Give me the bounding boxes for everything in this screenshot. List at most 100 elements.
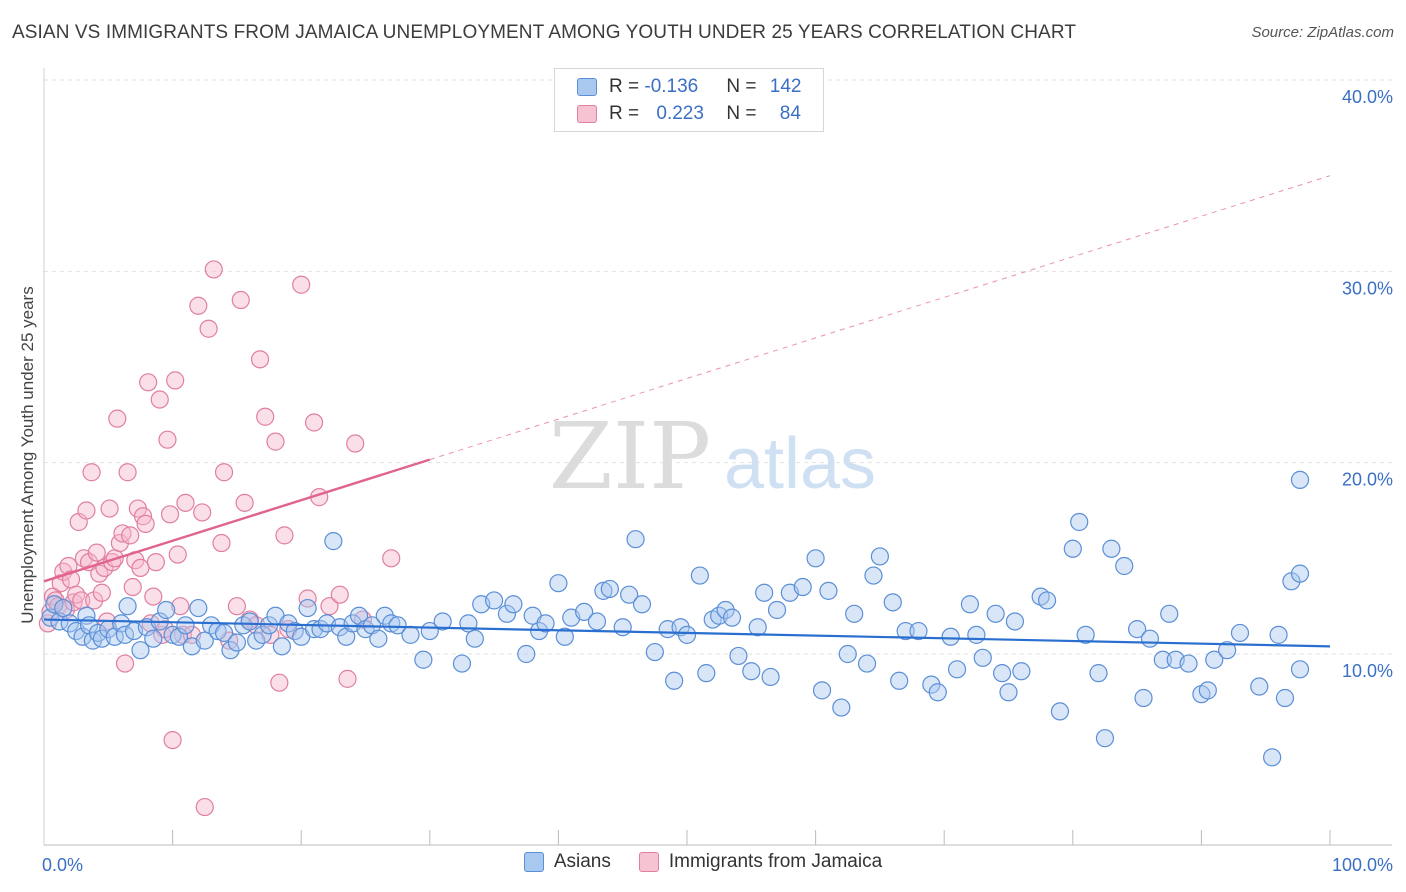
asian-point-151 — [1250, 677, 1269, 696]
asian-point-112 — [870, 547, 890, 566]
jamaica-point-31 — [118, 463, 137, 482]
asian-point-65 — [465, 629, 484, 648]
jamaica-point-11 — [67, 585, 86, 604]
chart-title: ASIAN VS IMMIGRANTS FROM JAMAICA UNEMPLO… — [12, 22, 1077, 43]
asian-point-25 — [176, 616, 195, 635]
asian-point-152 — [1263, 748, 1282, 767]
jamaica-point-48 — [163, 730, 182, 750]
asian-point-135 — [1089, 664, 1108, 683]
asian-point-140 — [1134, 688, 1153, 708]
asian-point-106 — [819, 581, 838, 600]
asian-point-133 — [1070, 512, 1089, 532]
jamaica-point-63 — [227, 597, 246, 616]
jamaica-point-73 — [275, 526, 294, 545]
asian-point-142 — [1153, 650, 1172, 669]
jamaica-point-77 — [304, 413, 324, 432]
asian-point-126 — [999, 683, 1018, 702]
asian-point-1 — [45, 595, 64, 614]
jamaica-point-36 — [131, 558, 150, 578]
jamaica-point-5 — [51, 574, 70, 593]
asian-point-73 — [536, 614, 555, 633]
asian-point-100 — [761, 667, 780, 687]
asian-point-119 — [941, 627, 960, 646]
asian-point-23 — [163, 625, 182, 644]
legend-swatch-jamaica — [577, 105, 597, 123]
watermark-atlas: atlas — [724, 424, 876, 504]
jamaica-point-75 — [292, 275, 311, 294]
asian-point-24 — [169, 627, 189, 646]
jamaica-point-15 — [77, 501, 96, 520]
asian-point-141 — [1140, 629, 1160, 648]
asian-point-138 — [1115, 556, 1134, 576]
asian-point-80 — [600, 579, 619, 599]
asian-trend-line — [43, 618, 1331, 648]
jamaica-point-76 — [298, 589, 317, 608]
asian-point-79 — [594, 581, 613, 600]
correlation-legend: R = -0.136 N = 142 R = 0.223 N = 84 — [554, 68, 824, 132]
asian-point-68 — [497, 604, 517, 623]
jamaica-point-20 — [90, 564, 109, 583]
watermark: ZIP atlas — [549, 403, 876, 510]
y-tick-label-2: 30.0% — [1342, 278, 1393, 298]
legend-row-asians: R = -0.136 N = 142 — [577, 75, 801, 99]
asian-point-0 — [41, 608, 60, 627]
x-tick-label-max: 100.0% — [1332, 855, 1393, 875]
asian-point-18 — [131, 641, 150, 660]
jamaica-point-65 — [235, 493, 254, 512]
jamaica-trend-line — [43, 458, 431, 583]
jamaica-point-46 — [158, 430, 177, 449]
jamaica-point-38 — [136, 514, 155, 533]
asian-point-153 — [1269, 625, 1288, 644]
jamaica-point-60 — [212, 533, 231, 553]
asian-point-145 — [1179, 654, 1198, 673]
asian-point-108 — [838, 644, 857, 664]
jamaica-point-82 — [346, 434, 365, 453]
legend-r-label-asians: R = — [609, 76, 645, 97]
asian-point-149 — [1218, 641, 1237, 660]
y-axis-label: Unemployment Among Youth under 25 years — [18, 286, 37, 623]
asian-point-78 — [587, 612, 607, 631]
asian-point-131 — [1050, 702, 1070, 721]
asian-point-74 — [549, 574, 568, 593]
asian-point-75 — [555, 627, 574, 646]
jamaica-point-43 — [150, 390, 169, 409]
legend-n-label-asians: N = — [726, 76, 762, 97]
jamaica-point-55 — [189, 296, 208, 315]
asian-point-107 — [832, 698, 851, 717]
y-tick-label-3: 40.0% — [1342, 87, 1393, 107]
asian-point-148 — [1205, 650, 1224, 669]
jamaica-point-17 — [82, 463, 101, 482]
asian-point-109 — [845, 604, 864, 623]
asian-point-31 — [214, 623, 234, 643]
asian-point-83 — [626, 530, 645, 549]
jamaica-point-47 — [160, 505, 180, 524]
jamaica-point-49 — [166, 371, 185, 390]
asian-point-103 — [793, 577, 812, 597]
asian-point-125 — [992, 664, 1012, 683]
legend-row-jamaica: R = 0.223 N = 84 — [577, 102, 801, 126]
asian-point-118 — [928, 683, 947, 702]
asian-point-60 — [414, 650, 433, 669]
asian-point-154 — [1275, 688, 1295, 708]
source-credit: Source: ZipAtlas.com — [1251, 24, 1394, 41]
asian-point-81 — [613, 618, 632, 637]
asian-point-40 — [272, 637, 292, 656]
asian-point-28 — [195, 631, 214, 650]
series-legend-swatch-asians — [523, 852, 544, 872]
asian-point-115 — [896, 621, 915, 641]
asian-point-127 — [1005, 612, 1025, 631]
asian-point-44 — [298, 598, 317, 618]
jamaica-point-68 — [250, 350, 270, 369]
x-tick-labels: 0.0% 100.0% — [42, 855, 1393, 875]
jamaica-point-42 — [146, 553, 165, 572]
jamaica-point-56 — [193, 503, 212, 522]
y-tick-label-0: 10.0% — [1342, 661, 1393, 681]
asian-point-69 — [504, 595, 523, 614]
asian-point-156 — [1290, 470, 1310, 489]
asian-point-116 — [909, 621, 928, 641]
asian-point-62 — [433, 612, 452, 631]
grid-lines — [44, 79, 1392, 655]
asian-point-111 — [864, 566, 883, 585]
trend-lines — [43, 175, 1331, 648]
asian-point-95 — [722, 608, 742, 627]
